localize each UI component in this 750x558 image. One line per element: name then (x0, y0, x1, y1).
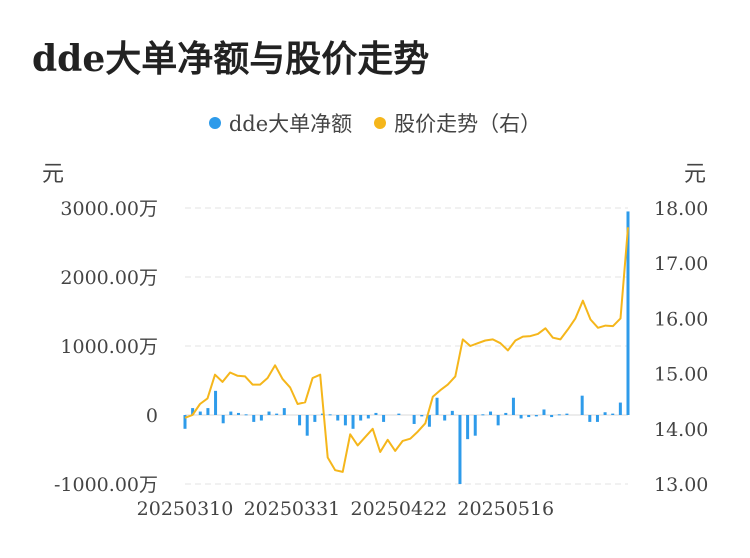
bar (420, 415, 424, 417)
right-tick-label: 16.00 (654, 308, 708, 330)
bar (427, 415, 431, 427)
bar (206, 408, 210, 415)
bar (458, 415, 462, 484)
bar (473, 415, 477, 436)
bar (374, 412, 378, 415)
bar (282, 408, 286, 415)
bar (275, 413, 279, 415)
x-tick-label: 20250422 (351, 498, 448, 520)
bar (397, 413, 401, 415)
right-tick-label: 15.00 (654, 364, 708, 386)
bar (252, 415, 256, 422)
bar (618, 402, 622, 415)
bar (236, 412, 240, 415)
bar (244, 414, 248, 416)
bar (198, 411, 202, 415)
bar (443, 415, 447, 421)
bar (267, 411, 271, 415)
bar (450, 410, 454, 415)
legend-item-price[interactable]: 股价走势（右） (374, 108, 541, 138)
bar (496, 415, 500, 426)
bar (527, 415, 531, 418)
bar (359, 415, 363, 421)
bar (489, 411, 493, 415)
right-axis-unit: 元 (684, 162, 707, 187)
left-tick-label: 3000.00万 (60, 198, 158, 220)
right-tick-label: 13.00 (654, 474, 708, 496)
price-line (184, 227, 629, 473)
bar (183, 415, 187, 429)
bar (557, 414, 561, 416)
bar (466, 415, 470, 440)
bar (626, 211, 630, 415)
legend-item-dde[interactable]: dde大单净额 (208, 108, 353, 138)
bar (259, 415, 263, 421)
bar (221, 415, 225, 424)
bar (328, 414, 332, 416)
bar (435, 397, 439, 415)
bar (534, 415, 538, 417)
legend-label-dde: dde大单净额 (228, 112, 353, 136)
bar (504, 412, 508, 415)
bar (588, 415, 592, 422)
right-tick-label: 17.00 (654, 253, 708, 275)
bar (603, 412, 607, 415)
left-tick-label: 1000.00万 (60, 336, 158, 358)
bar (519, 415, 523, 419)
left-tick-label: 2000.00万 (60, 267, 158, 289)
bar (595, 415, 599, 422)
bar (191, 408, 195, 415)
bar (580, 395, 584, 415)
left-axis-unit: 元 (42, 162, 65, 187)
bar (481, 414, 485, 416)
bar (305, 415, 309, 436)
right-tick-label: 18.00 (654, 198, 708, 220)
left-tick-label: 0 (146, 405, 158, 427)
legend: dde大单净额 股价走势（右） (0, 108, 750, 138)
right-tick-label: 14.00 (654, 419, 708, 441)
bar (320, 413, 324, 415)
bar (542, 409, 546, 415)
left-tick-label: -1000.00万 (54, 474, 158, 496)
x-tick-label: 20250310 (137, 498, 234, 520)
bar (336, 415, 340, 421)
legend-dot-price (374, 117, 387, 129)
legend-label-price: 股价走势（右） (394, 112, 542, 136)
bar (550, 415, 554, 418)
bar (313, 415, 317, 422)
bar (382, 415, 386, 422)
bar (343, 415, 347, 426)
bar (611, 413, 615, 415)
bar (366, 415, 370, 419)
bar (214, 390, 218, 415)
legend-dot-dde (208, 117, 221, 129)
bar (351, 415, 355, 429)
bar (565, 413, 569, 415)
bar (412, 415, 416, 424)
bar (229, 411, 233, 415)
x-tick-label: 20250331 (244, 498, 341, 520)
x-tick-label: 20250516 (457, 498, 554, 520)
bar (511, 397, 515, 415)
bar (298, 415, 302, 426)
chart-title: dde大单净额与股价走势 (32, 38, 430, 80)
